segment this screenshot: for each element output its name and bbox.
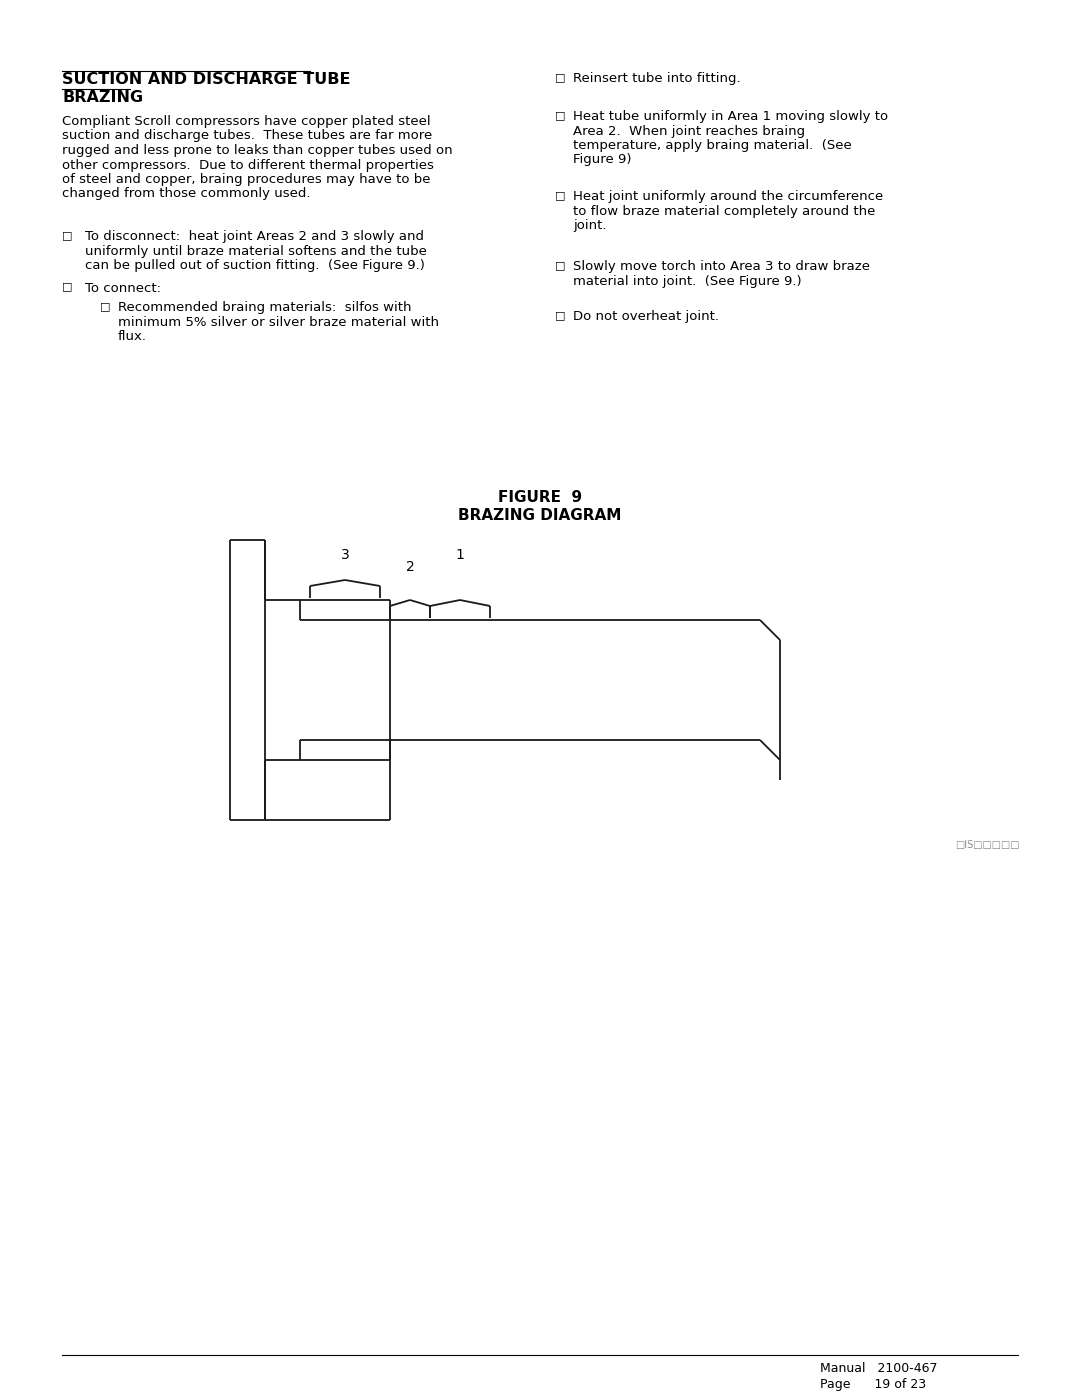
Text: BRAZING: BRAZING (62, 89, 144, 105)
Text: BRAZING DIAGRAM: BRAZING DIAGRAM (458, 509, 622, 522)
Text: changed from those commonly used.: changed from those commonly used. (62, 187, 311, 201)
Text: Do not overheat joint.: Do not overheat joint. (573, 310, 719, 323)
Text: □: □ (555, 190, 566, 200)
Text: flux.: flux. (118, 330, 147, 344)
Text: To connect:: To connect: (85, 282, 161, 295)
Text: suction and discharge tubes.  These tubes are far more: suction and discharge tubes. These tubes… (62, 130, 432, 142)
Text: 1: 1 (456, 548, 464, 562)
Text: SUCTION AND DISCHARGE TUBE: SUCTION AND DISCHARGE TUBE (62, 73, 351, 87)
Text: Reinsert tube into fitting.: Reinsert tube into fitting. (573, 73, 741, 85)
Text: can be pulled out of suction fitting.  (See Figure 9.): can be pulled out of suction fitting. (S… (85, 258, 424, 272)
Text: minimum 5% silver or silver braze material with: minimum 5% silver or silver braze materi… (118, 316, 438, 328)
Text: Manual   2100-467: Manual 2100-467 (820, 1362, 937, 1375)
Text: □: □ (62, 282, 72, 292)
Text: □: □ (62, 231, 72, 240)
Text: To disconnect:  heat joint Areas 2 and 3 slowly and: To disconnect: heat joint Areas 2 and 3 … (85, 231, 424, 243)
Text: uniformly until braze material softens and the tube: uniformly until braze material softens a… (85, 244, 427, 257)
Text: □: □ (100, 300, 110, 312)
Text: □: □ (555, 73, 566, 82)
Text: material into joint.  (See Figure 9.): material into joint. (See Figure 9.) (573, 274, 801, 288)
Text: Compliant Scroll compressors have copper plated steel: Compliant Scroll compressors have copper… (62, 115, 431, 129)
Text: □: □ (555, 310, 566, 320)
Text: □IS□□□□□: □IS□□□□□ (955, 840, 1020, 849)
Text: to flow braze material completely around the: to flow braze material completely around… (573, 204, 876, 218)
Text: other compressors.  Due to different thermal properties: other compressors. Due to different ther… (62, 158, 434, 172)
Text: □: □ (555, 110, 566, 120)
Text: Figure 9): Figure 9) (573, 154, 632, 166)
Text: FIGURE  9: FIGURE 9 (498, 490, 582, 504)
Text: temperature, apply braing material.  (See: temperature, apply braing material. (See (573, 138, 852, 152)
Text: Recommended braing materials:  silfos with: Recommended braing materials: silfos wit… (118, 300, 411, 314)
Text: □: □ (555, 260, 566, 270)
Text: Slowly move torch into Area 3 to draw braze: Slowly move torch into Area 3 to draw br… (573, 260, 870, 272)
Text: of steel and copper, braing procedures may have to be: of steel and copper, braing procedures m… (62, 173, 431, 186)
Text: rugged and less prone to leaks than copper tubes used on: rugged and less prone to leaks than copp… (62, 144, 453, 156)
Text: Heat joint uniformly around the circumference: Heat joint uniformly around the circumfe… (573, 190, 883, 203)
Text: Page      19 of 23: Page 19 of 23 (820, 1377, 927, 1391)
Text: Heat tube uniformly in Area 1 moving slowly to: Heat tube uniformly in Area 1 moving slo… (573, 110, 888, 123)
Text: Area 2.  When joint reaches braing: Area 2. When joint reaches braing (573, 124, 805, 137)
Text: 2: 2 (406, 560, 415, 574)
Text: 3: 3 (340, 548, 349, 562)
Text: joint.: joint. (573, 219, 607, 232)
